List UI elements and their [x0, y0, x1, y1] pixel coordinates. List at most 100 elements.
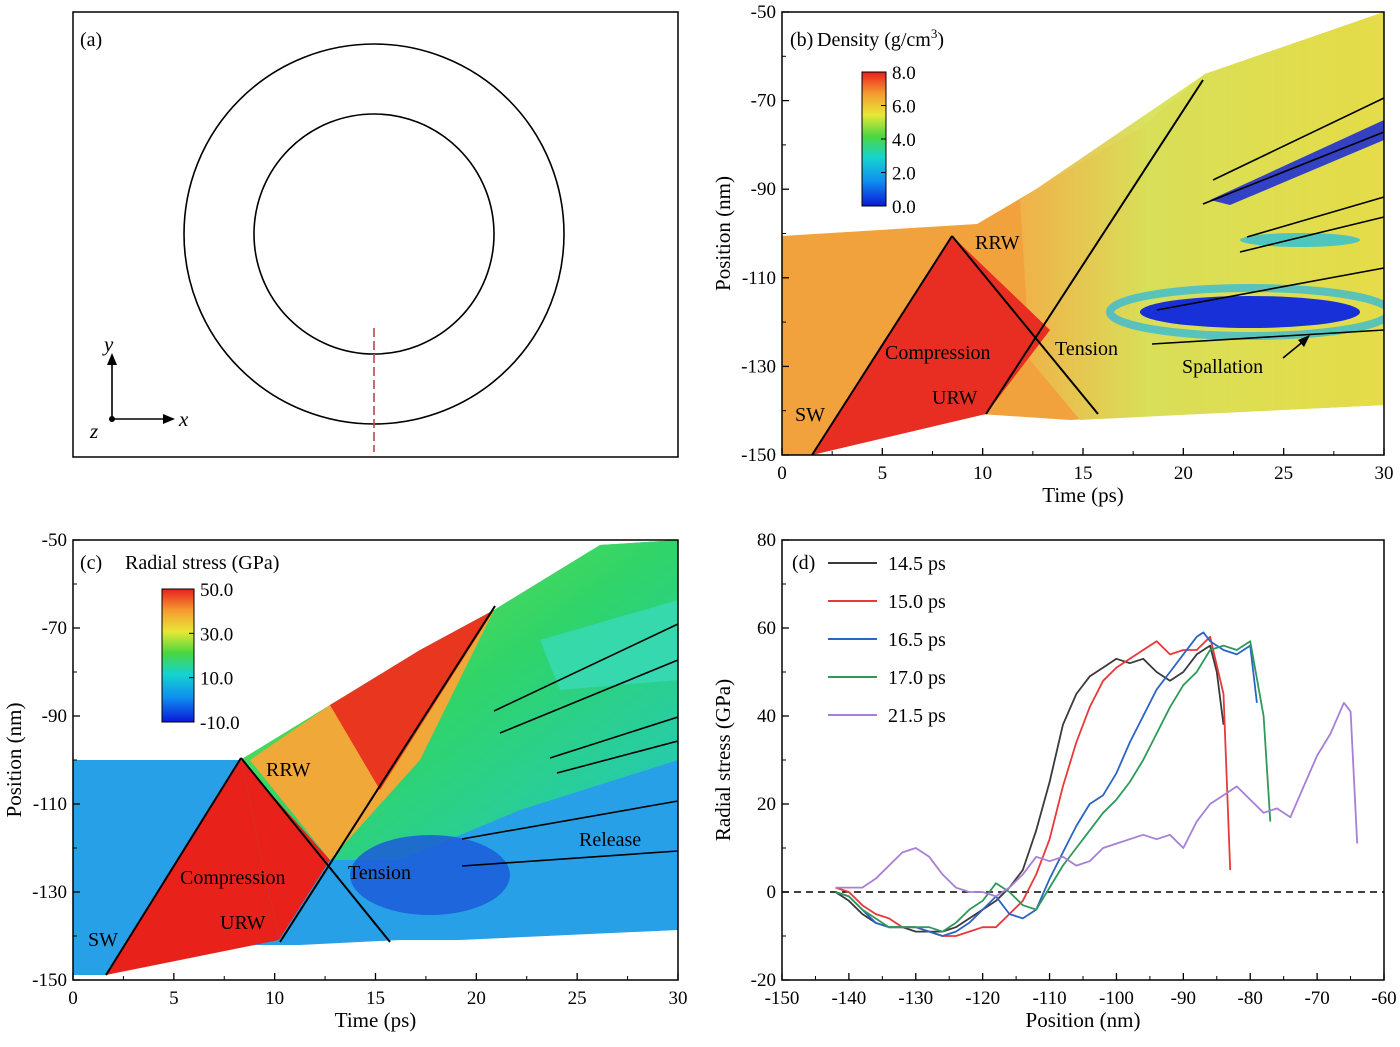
stress-compression-zone: [106, 760, 279, 975]
panel-c-urw-label: URW: [220, 912, 266, 934]
panel-b-quantity: Density (g/cm3): [817, 26, 944, 51]
panel-c-wave-lines: [105, 605, 679, 976]
legend-label: 14.5 ps: [888, 553, 946, 575]
panel-c-xtick-label: 15: [366, 988, 385, 1009]
panel-c-release-line-3: [549, 716, 679, 759]
panel-c-colorbar: 50.0 30.0 10.0 -10.0: [161, 580, 240, 734]
panel-c-release-label: Release: [579, 829, 641, 851]
panel-c-xtick-label: 0: [68, 988, 78, 1009]
panel-c-xtick-label: 25: [568, 988, 587, 1009]
panel-a-label: (a): [80, 29, 102, 51]
panel-d-xtick-label: -70: [1304, 988, 1329, 1009]
legend-label: 16.5 ps: [888, 629, 946, 651]
panel-d-ytick-label: 40: [757, 706, 776, 727]
panel-b-cbar-label: 6.0: [892, 97, 916, 118]
density-map: [782, 12, 1384, 455]
panel-c: (c) Radial stress (GPa) 50.0 30.0 10.0 -10.…: [2, 530, 688, 1032]
panel-c-xtick-label: 5: [169, 988, 179, 1009]
panel-b-wave-lines: [811, 79, 1385, 456]
panel-b-ytick-label: -50: [751, 2, 776, 23]
panel-d-xtick-label: -90: [1171, 988, 1196, 1009]
panel-b-xtick-label: 15: [1074, 463, 1093, 484]
panel-b-urw-line: [985, 79, 1204, 415]
panel-b-ytick-label: -110: [742, 268, 776, 289]
panel-c-xtick-label: 20: [467, 988, 486, 1009]
panel-b-cbar-label: 2.0: [892, 164, 916, 185]
panel-b-label: (b): [790, 29, 813, 51]
panel-c-ytick-label: -110: [33, 794, 67, 815]
axes-triad: y x z: [89, 332, 189, 443]
legend-label: 21.5 ps: [888, 705, 946, 727]
panel-c-release-line-5: [461, 800, 679, 840]
panel-c-cbar-label: 10.0: [200, 669, 233, 690]
panel-b-spall-line-6: [1151, 329, 1385, 345]
panel-d-xtick-label: -120: [965, 988, 1000, 1009]
panel-d-xtick-label: -110: [1032, 988, 1066, 1009]
panel-c-ytick-label: -50: [42, 530, 67, 551]
panel-b: (b) Density (g/cm3) 8.0 6.0 4.0 2.0 0.0 SW R…: [711, 2, 1394, 507]
panel-c-release-line-4: [556, 740, 679, 774]
panel-b-xtick-label: 20: [1174, 463, 1193, 484]
panel-d-ytick-label: 20: [757, 794, 776, 815]
panel-c-tension-label: Tension: [348, 862, 411, 884]
axis-y-label: y: [102, 332, 114, 356]
panel-d-frame: [781, 539, 1385, 981]
panel-c-label: (c): [80, 552, 102, 574]
panel-c-colorbar-ramp: [161, 588, 195, 723]
panel-b-spall-line-2: [1202, 131, 1385, 205]
panel-d-xlabel: Position (nm): [1026, 1008, 1141, 1032]
panel-b-ytick-label: -130: [741, 356, 776, 377]
panel-c-ytick-label: -150: [32, 970, 67, 991]
stress-upper-red: [330, 610, 494, 790]
panel-b-xtick-label: 10: [973, 463, 992, 484]
density-void-halo: [1106, 284, 1384, 340]
panel-d-ytick-label: 60: [757, 618, 776, 639]
panel-c-ylabel: Position (nm): [2, 703, 26, 818]
panel-c-ytick-label: -90: [42, 706, 67, 727]
panel-b-xtick-label: 5: [878, 463, 888, 484]
panel-b-colorbar: 8.0 6.0 4.0 2.0 0.0: [861, 63, 916, 218]
panel-b-spall-line-1: [1212, 97, 1385, 181]
stress-tension-zone: [350, 835, 510, 915]
panel-b-ytick-label: -70: [751, 91, 776, 112]
panel-d-xtick-label: -60: [1371, 988, 1396, 1009]
panel-d-xtick-label: -80: [1238, 988, 1263, 1009]
density-void-mid: [1240, 233, 1360, 247]
legend-label: 15.0 ps: [888, 591, 946, 613]
panel-c-rrw-label: RRW: [266, 759, 311, 781]
panel-c-cbar-label: 30.0: [200, 624, 233, 645]
panel-a: (a) y x z: [72, 11, 679, 458]
panel-c-release-line-2: [499, 659, 679, 734]
panel-b-xtick-label: 0: [777, 463, 787, 484]
panel-b-rrw-line: [951, 235, 1099, 415]
axis-z-label: z: [89, 419, 98, 443]
axis-x-label: x: [178, 407, 189, 431]
panel-c-sw-line: [105, 757, 242, 976]
stress-compression-zone-2: [241, 760, 330, 940]
panel-b-compression-label: Compression: [885, 342, 991, 364]
density-compression-zone: [812, 236, 1050, 455]
panel-b-sw-label: SW: [795, 404, 825, 426]
panel-c-sw-label: SW: [88, 929, 118, 951]
stress-map: [73, 540, 678, 975]
panel-b-spall-line-4: [1239, 216, 1385, 253]
panel-d-ylabel: Radial stress (GPa): [711, 679, 735, 841]
panel-c-cbar-label: 50.0: [200, 580, 233, 601]
panel-b-sw-line: [811, 235, 953, 456]
panel-b-cbar-label: 0.0: [892, 197, 916, 218]
panel-b-spallation-label: Spallation: [1182, 356, 1263, 378]
panel-b-tension-label: Tension: [1055, 338, 1118, 360]
panel-b-xtick-label: 25: [1274, 463, 1293, 484]
panel-c-xtick-label: 10: [265, 988, 284, 1009]
panel-b-ytick-label: -150: [741, 445, 776, 466]
panel-b-ytick-label: -90: [751, 179, 776, 200]
series-line-21-5-ps: [835, 701, 1359, 898]
panel-b-ylabel: Position (nm): [711, 176, 735, 291]
panel-b-urw-label: URW: [932, 387, 978, 409]
legend-label: 17.0 ps: [888, 667, 946, 689]
panel-b-xtick-label: 30: [1375, 463, 1394, 484]
panel-c-release-line-1: [493, 623, 679, 712]
panel-c-urw-line: [279, 605, 496, 943]
